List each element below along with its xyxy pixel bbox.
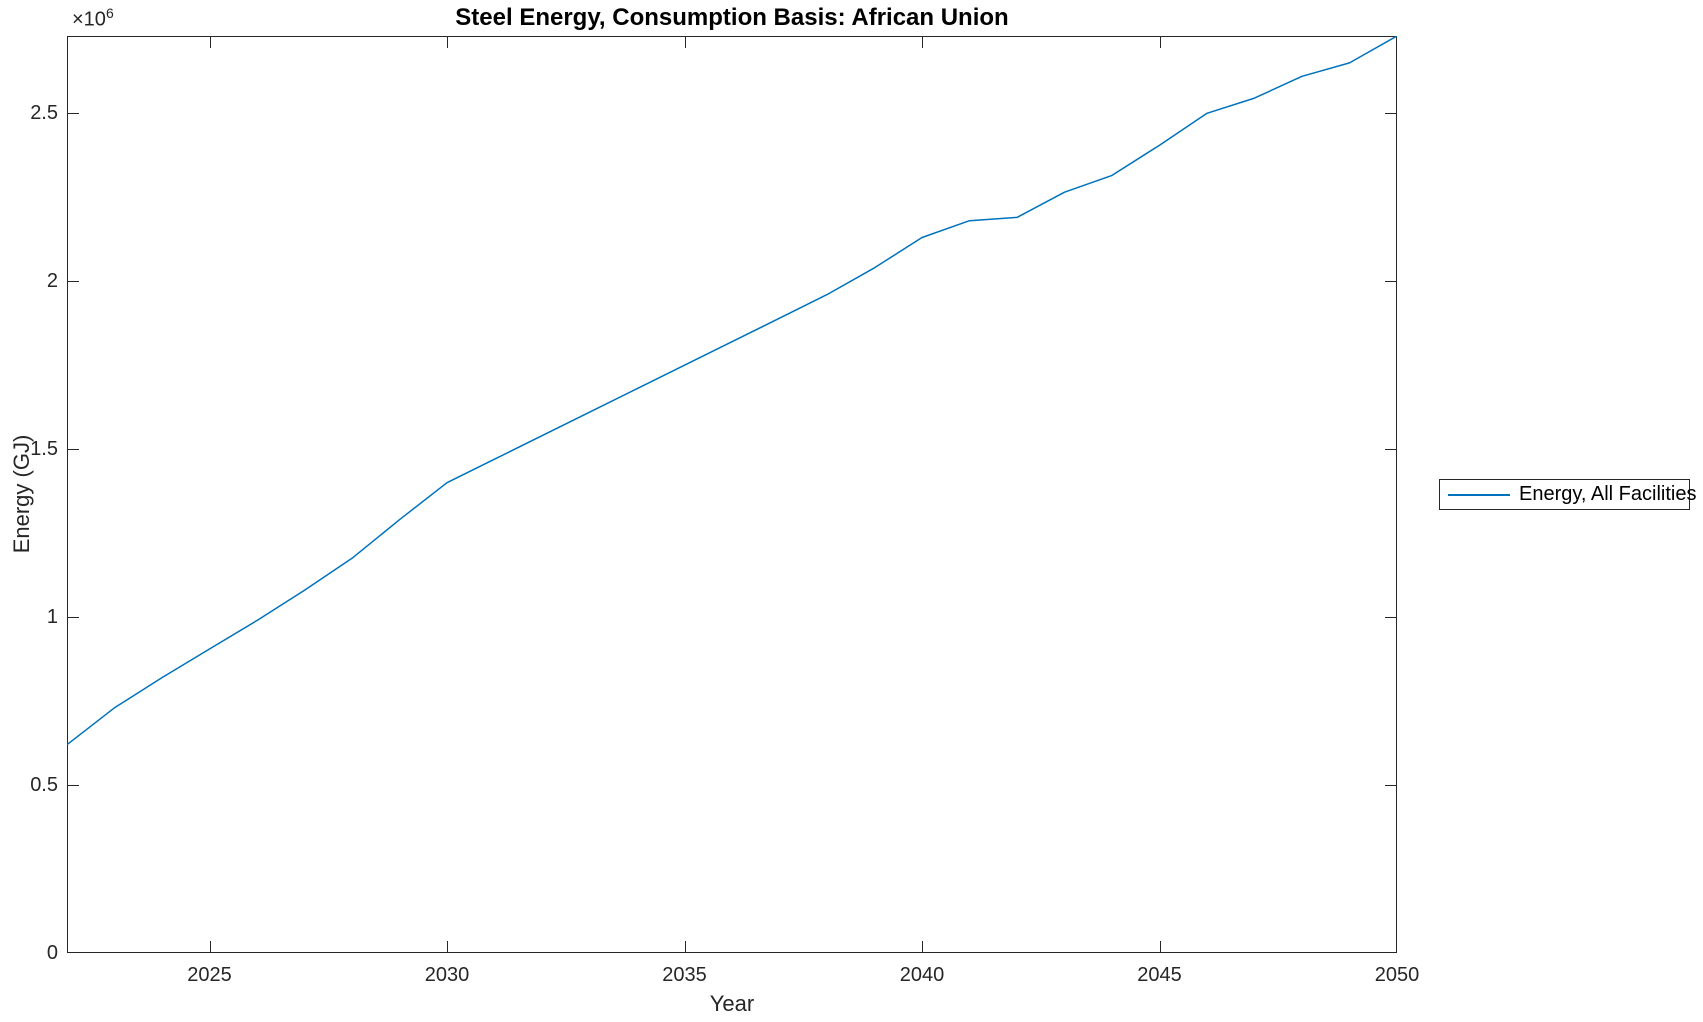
chart-title: Steel Energy, Consumption Basis: African… <box>455 4 1009 31</box>
y-tick-label: 2.5 <box>30 102 58 125</box>
x-tick-label: 2030 <box>424 964 470 986</box>
y-tick-label: 2 <box>46 270 58 293</box>
axes-box <box>67 36 1397 953</box>
y-tick-label: 0 <box>46 942 58 964</box>
offset-exponent-text: 6 <box>105 5 114 21</box>
x-tick-label: 2050 <box>1374 964 1420 986</box>
x-tick-label: 2025 <box>187 964 232 986</box>
y-tick-label: 1 <box>46 606 58 629</box>
y-tick-label: 0.5 <box>30 774 58 797</box>
y-axis-label: Energy (GJ) <box>9 434 34 554</box>
y-tick-label: 1.5 <box>30 438 58 461</box>
x-axis-label: Year <box>709 991 755 1016</box>
plot-area[interactable] <box>67 36 1397 953</box>
legend-line-sample <box>1448 493 1510 496</box>
x-tick-label: 2040 <box>899 964 945 986</box>
series-line <box>67 36 1397 746</box>
x-tick-label: 2045 <box>1137 964 1182 986</box>
legend[interactable]: Energy, All Facilities <box>1439 479 1696 510</box>
x-tick-label: 2035 <box>662 964 707 986</box>
offset-base-text: ×10 <box>72 8 106 31</box>
legend-entry-label: Energy, All Facilities <box>1519 483 1697 505</box>
y-axis-offset-label: ×106 <box>72 5 114 32</box>
